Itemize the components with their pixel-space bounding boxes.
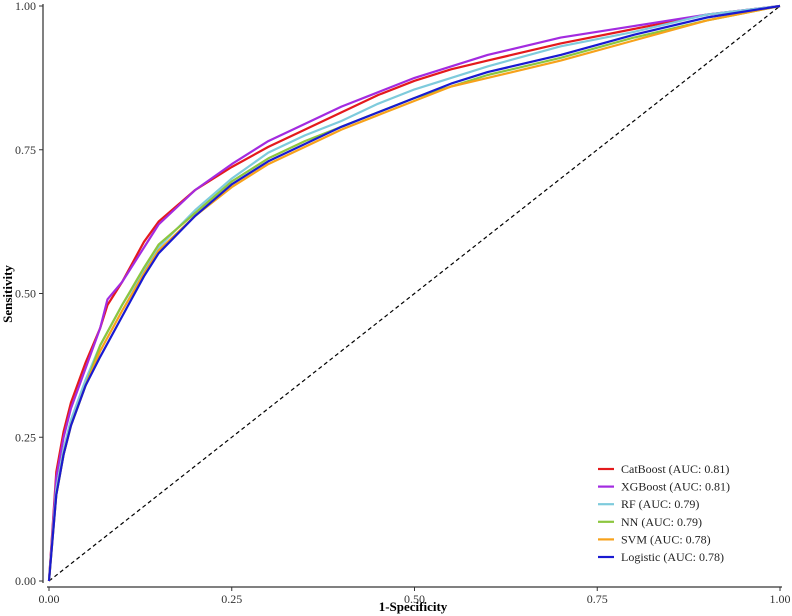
y-axis-ticks: 0.00 0.25 0.50 0.75 1.00 [15, 0, 43, 588]
y-tick-label: 0.00 [15, 574, 36, 588]
reference-diagonal-line [48, 5, 781, 582]
legend-label: NN (AUC: 0.79) [621, 515, 702, 529]
legend-label: CatBoost (AUC: 0.81) [621, 462, 729, 476]
series-line-5 [47, 4, 781, 582]
y-tick-label: 1.00 [15, 0, 36, 13]
plot-area: 0.00 0.25 0.50 0.75 1.00 0.00 0.25 0.50 0.75 1.0… [15, 0, 791, 606]
x-tick-label: 0.75 [587, 592, 608, 606]
series-line-2 [47, 4, 781, 582]
y-tick-label: 0.25 [15, 430, 36, 444]
series-lines [47, 4, 781, 582]
y-axis-title: Sensitivity [0, 265, 15, 323]
y-tick-label: 0.50 [15, 287, 36, 301]
series-line-1 [47, 4, 781, 582]
x-axis-title: 1-Specificity [379, 599, 448, 614]
x-tick-label: 0.25 [221, 592, 242, 606]
series-line-0 [47, 4, 781, 582]
x-axis-ticks: 0.00 0.25 0.50 0.75 1.00 [39, 587, 791, 606]
y-tick-label: 0.75 [15, 143, 36, 157]
x-tick-label: 1.00 [770, 592, 791, 606]
legend: CatBoost (AUC: 0.81) XGBoost (AUC: 0.81) R… [598, 462, 730, 564]
x-tick-label: 0.50 [404, 592, 425, 606]
legend-label: SVM (AUC: 0.78) [621, 532, 711, 546]
x-tick-label: 0.00 [39, 592, 60, 606]
legend-label: XGBoost (AUC: 0.81) [621, 480, 730, 494]
legend-label: Logistic (AUC: 0.78) [621, 550, 724, 564]
legend-label: RF (AUC: 0.79) [621, 497, 699, 511]
